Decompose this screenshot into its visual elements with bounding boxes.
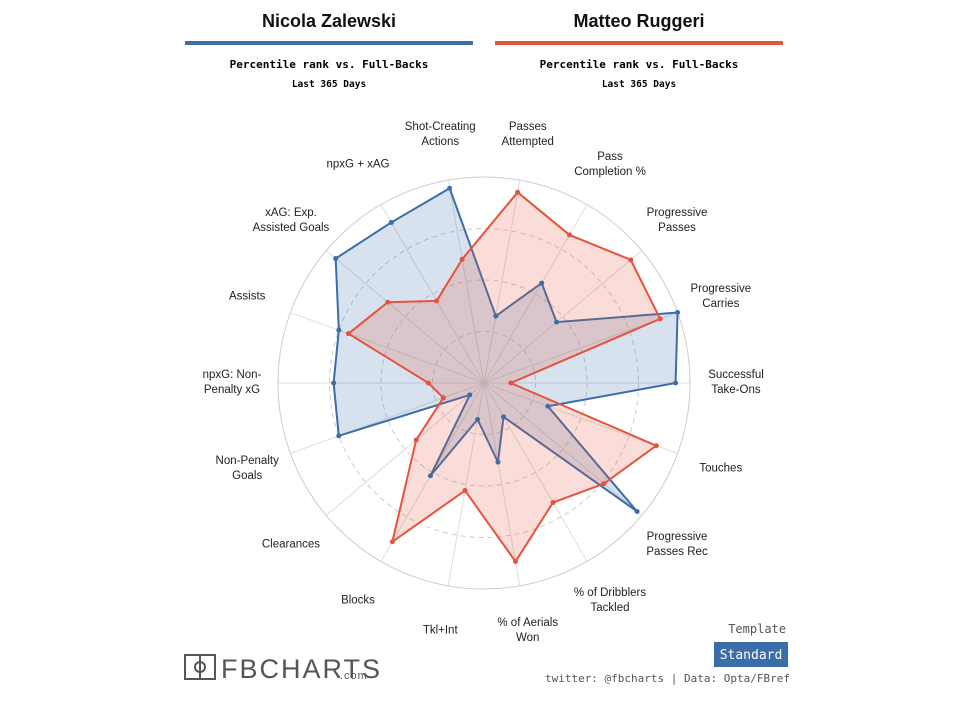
player-bar (495, 41, 783, 45)
axis-label: Assists (228, 290, 266, 303)
axis-line (325, 250, 485, 384)
radar-point (345, 331, 351, 337)
subtitle: Percentile rank vs. Full-Backs (540, 58, 739, 71)
player-bar (185, 41, 473, 45)
axis-line (483, 382, 643, 516)
axis-label: Passes Attempted (501, 120, 554, 148)
template-label: Template (728, 622, 786, 636)
axis-label: Progressive Passes (646, 207, 708, 235)
credits: twitter: @fbcharts | Data: Opta/FBref (545, 672, 790, 685)
axis-label: xAG: Exp. Assisted Goals (252, 207, 330, 235)
radar-point (440, 395, 446, 401)
radar-point (566, 232, 572, 238)
radar-point (425, 380, 431, 386)
radar-point (634, 508, 640, 514)
logo: FBCHARTS (221, 654, 382, 684)
radar-point (427, 473, 433, 479)
radar-point (628, 257, 634, 263)
axis-label: npxG: Non- Penalty xG (202, 369, 262, 396)
logo-icon (194, 661, 206, 673)
template-box (714, 642, 788, 667)
axis-label: Clearances (261, 538, 321, 551)
radar-point (508, 380, 514, 386)
logo-suffix: .com (340, 670, 368, 682)
axis-line (290, 312, 485, 384)
radar-point (515, 189, 521, 195)
radar-point (657, 316, 663, 322)
axis-label: Pass Completion % (574, 150, 646, 178)
axis-label: Progressive Passes Rec (646, 530, 708, 558)
axis-label: Progressive Carries (690, 282, 752, 310)
axis-line (483, 382, 588, 562)
axis-line (483, 180, 521, 384)
radar-point (545, 403, 551, 409)
radar-point (385, 299, 391, 305)
radar-point (434, 298, 440, 304)
axis-label: Successful Take-Ons (708, 369, 764, 396)
axis-line (380, 204, 485, 384)
axis-line (483, 250, 643, 384)
radar-point (512, 559, 518, 565)
radar-point (388, 219, 394, 225)
period: Last 365 Days (292, 79, 366, 90)
template: Standard (720, 648, 783, 663)
axis-line (483, 382, 521, 586)
axis-line (325, 382, 485, 516)
radar-point (462, 488, 468, 494)
radar-point (653, 443, 659, 449)
radar-point (675, 310, 681, 316)
radar-point (554, 319, 560, 325)
radar-point (601, 481, 607, 487)
radar-point (475, 417, 481, 423)
axis-line (447, 180, 485, 384)
axis-label: Shot-Creating Actions (404, 120, 476, 148)
player-name: Matteo Ruggeri (573, 11, 704, 31)
radar-point (336, 433, 342, 439)
axis-line (290, 382, 485, 454)
radar-point (550, 500, 556, 506)
axis-label: % of Aerials Won (497, 617, 559, 645)
radar-point (495, 459, 501, 465)
radar-point (501, 414, 507, 420)
axis-label: Touches (699, 462, 743, 475)
axis-line (447, 382, 485, 586)
period: Last 365 Days (602, 79, 676, 90)
subtitle: Percentile rank vs. Full-Backs (230, 58, 429, 71)
axis-label: Tkl+Int (422, 624, 458, 637)
radar-point (493, 313, 499, 319)
radar-point (447, 185, 453, 191)
radar-point (673, 380, 679, 386)
radar-point (331, 380, 337, 386)
radar-point (333, 256, 339, 262)
radar-point (467, 392, 473, 398)
axis-label: Blocks (341, 594, 375, 607)
radar-point (539, 280, 545, 286)
player-name: Nicola Zalewski (262, 11, 396, 31)
radar-point (389, 539, 395, 545)
axis-label: % of Dribblers Tackled (573, 587, 647, 615)
radar-point (413, 437, 419, 443)
radar-point (459, 256, 465, 262)
axis-label: Non-Penalty Goals (215, 455, 279, 483)
radar-point (336, 327, 342, 333)
axis-label: npxG + xAG (326, 158, 390, 171)
